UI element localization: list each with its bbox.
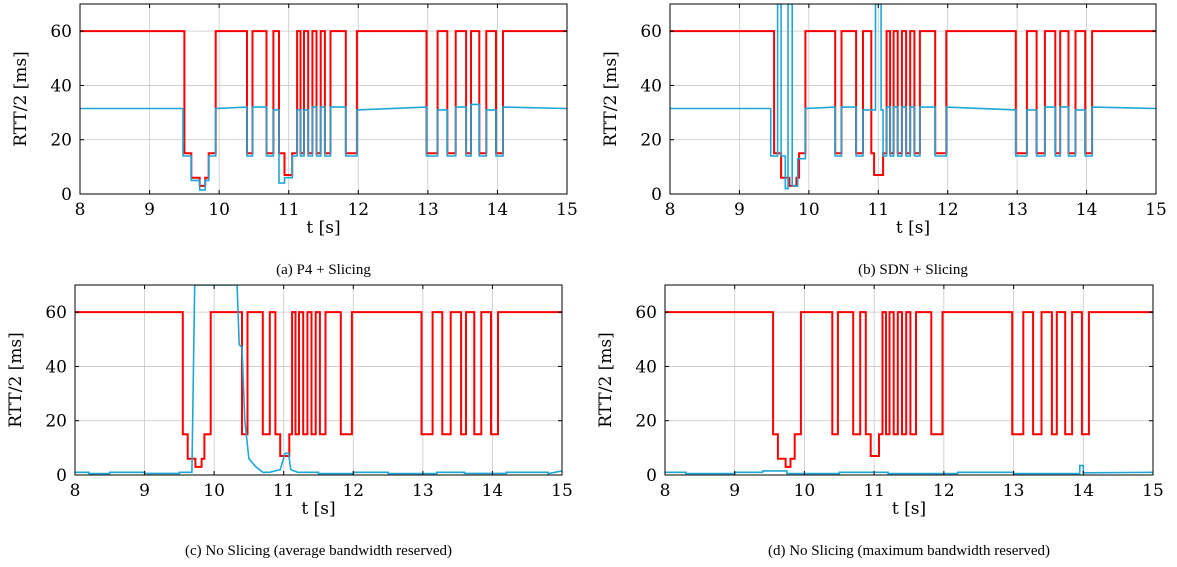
series-line-red — [670, 30, 1156, 187]
x-tick-label: 9 — [139, 481, 150, 501]
x-tick-label: 13 — [1003, 481, 1025, 501]
y-tick-label: 40 — [640, 76, 662, 96]
x-tick-label: 9 — [734, 200, 745, 220]
x-tick-label: 10 — [208, 200, 230, 220]
y-tick-label: 40 — [45, 357, 67, 377]
x-tick-label: 11 — [278, 200, 300, 220]
x-axis-label: t [s] — [306, 218, 340, 238]
x-tick-label: 8 — [70, 481, 81, 501]
y-tick-label: 0 — [646, 466, 657, 486]
x-tick-label: 15 — [1145, 200, 1167, 220]
x-axis-label: t [s] — [301, 499, 335, 519]
series-line-blue — [665, 464, 1153, 475]
y-tick-label: 0 — [61, 185, 72, 205]
chart-panel-b: 8 9 10 11 12 13 14 15 0 20 40 60 t [s] RTT/2 [ms] (b) … — [601, 3, 1167, 278]
chart-caption: (c) No Slicing (average bandwidth reserv… — [185, 543, 452, 559]
y-axis-label: RTT/2 [ms] — [596, 332, 616, 428]
x-tick-label: 12 — [937, 200, 959, 220]
series-line-blue — [80, 103, 567, 191]
chart-panel-a: 8 9 10 11 12 13 14 15 0 20 40 60 t [s] RTT/2 [ms] (a) … — [11, 3, 578, 278]
x-tick-label: 10 — [798, 200, 820, 220]
y-tick-label: 20 — [50, 131, 72, 151]
x-tick-label: 10 — [203, 481, 225, 501]
y-axis-label: RTT/2 [ms] — [601, 51, 621, 147]
x-tick-label: 8 — [660, 481, 671, 501]
plot-frame — [664, 284, 1154, 476]
chart-panel-c: 8 9 10 11 12 13 14 15 0 20 40 60 t [s] RTT/2 [ms] (c) … — [6, 284, 573, 559]
x-tick-label: 13 — [412, 481, 434, 501]
x-tick-label: 14 — [1072, 481, 1094, 501]
y-tick-label: 40 — [635, 357, 657, 377]
x-tick-label: 12 — [342, 481, 364, 501]
x-tick-label: 15 — [556, 200, 578, 220]
y-axis-label: RTT/2 [ms] — [6, 332, 26, 428]
x-tick-label: 9 — [144, 200, 155, 220]
x-tick-label: 14 — [482, 481, 504, 501]
series-line-red — [75, 311, 562, 468]
y-tick-label: 20 — [640, 131, 662, 151]
x-tick-label: 11 — [867, 200, 889, 220]
series-line-red — [80, 30, 567, 187]
series-line-red — [665, 311, 1153, 468]
y-tick-label: 0 — [651, 185, 662, 205]
x-tick-label: 14 — [487, 200, 509, 220]
plot-frame — [79, 3, 568, 195]
plot-frame — [74, 284, 563, 476]
x-tick-label: 8 — [665, 200, 676, 220]
series-line-blue — [75, 285, 562, 475]
x-tick-label: 10 — [794, 481, 816, 501]
x-tick-label: 11 — [273, 481, 295, 501]
plot-frame — [669, 3, 1157, 195]
x-tick-label: 14 — [1076, 200, 1098, 220]
x-tick-label: 9 — [729, 481, 740, 501]
y-tick-label: 0 — [56, 466, 67, 486]
x-tick-label: 12 — [347, 200, 369, 220]
x-tick-label: 15 — [1142, 481, 1164, 501]
x-tick-label: 11 — [863, 481, 885, 501]
y-tick-label: 60 — [640, 22, 662, 42]
y-tick-label: 60 — [635, 303, 657, 323]
y-axis-label: RTT/2 [ms] — [11, 51, 31, 147]
y-tick-label: 40 — [50, 76, 72, 96]
x-axis-label: t [s] — [892, 499, 926, 519]
x-tick-label: 15 — [551, 481, 573, 501]
x-tick-label: 12 — [933, 481, 955, 501]
chart-caption: (d) No Slicing (maximum bandwidth reserv… — [768, 543, 1050, 559]
y-tick-label: 20 — [45, 412, 67, 432]
x-tick-label: 13 — [417, 200, 439, 220]
x-axis-label: t [s] — [896, 218, 930, 238]
chart-panel-d: 8 9 10 11 12 13 14 15 0 20 40 60 t [s] RTT/2 [ms] (d) … — [596, 284, 1164, 559]
series-line-blue — [670, 4, 1156, 190]
x-tick-label: 8 — [75, 200, 86, 220]
chart-caption: (a) P4 + Slicing — [276, 262, 371, 278]
x-tick-label: 13 — [1006, 200, 1028, 220]
y-tick-label: 20 — [635, 412, 657, 432]
y-tick-label: 60 — [50, 22, 72, 42]
y-tick-label: 60 — [45, 303, 67, 323]
chart-caption: (b) SDN + Slicing — [858, 262, 968, 278]
